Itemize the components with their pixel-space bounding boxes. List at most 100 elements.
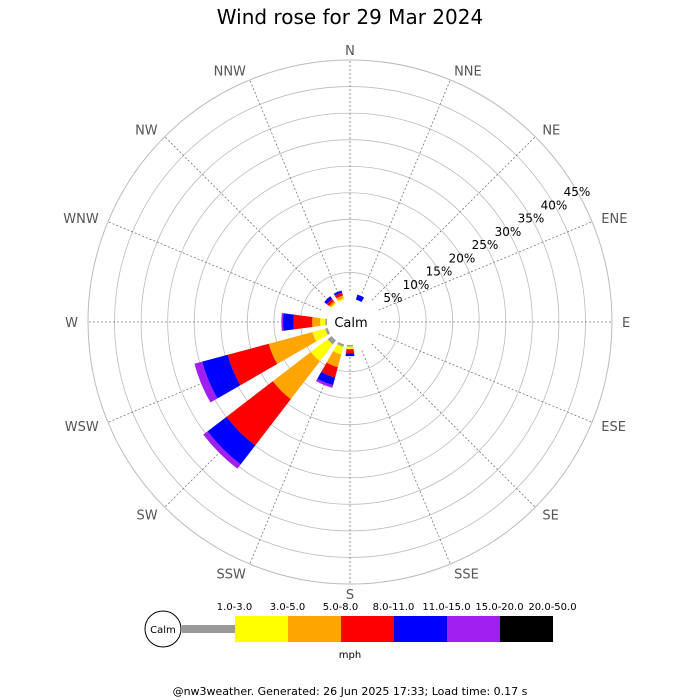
direction-label: NNW bbox=[214, 65, 246, 80]
wind-bar-segment bbox=[268, 332, 317, 365]
legend-label: 1.0-3.0 bbox=[217, 602, 252, 613]
radial-grid bbox=[87, 59, 613, 585]
wind-bar-segment bbox=[326, 351, 342, 368]
grid-spoke bbox=[371, 136, 536, 301]
wind-bar-segment bbox=[325, 318, 328, 326]
speed-legend: Calm mph 1.0-3.0 3.0-5.0 5.0-8.0 8.0-11.0 11… bbox=[144, 602, 577, 661]
legend-calm-label: Calm bbox=[150, 625, 176, 636]
grid-spoke bbox=[249, 79, 339, 294]
radial-tick-label: 35% bbox=[518, 212, 545, 226]
wind-bar-segment bbox=[227, 343, 278, 386]
legend-swatch bbox=[235, 616, 288, 642]
direction-label: SE bbox=[542, 508, 558, 523]
radial-tick-labels: 5%10%15%20%25%30%35%40%45% bbox=[383, 185, 590, 305]
radial-tick-label: 15% bbox=[426, 265, 453, 279]
radial-tick-label: 20% bbox=[449, 251, 476, 265]
wind-bar-segment bbox=[320, 318, 326, 326]
grid-spoke bbox=[164, 343, 329, 508]
radial-tick-label: 10% bbox=[403, 278, 430, 292]
wind-bar-segment bbox=[226, 381, 291, 446]
grid-spoke bbox=[378, 333, 593, 423]
wind-bar-segment bbox=[329, 301, 336, 308]
grid-circle bbox=[246, 218, 454, 426]
wind-bar-segment bbox=[293, 314, 313, 330]
direction-label: SSW bbox=[217, 567, 247, 582]
direction-labels: N NNE NE ENE E ESE SE SSE S SSW SW WSW W WNW NW NNW bbox=[63, 44, 630, 603]
wind-bar-segment bbox=[337, 341, 345, 347]
legend-label: 5.0-8.0 bbox=[323, 602, 358, 613]
grid-spoke bbox=[361, 79, 451, 294]
wind-bar-segment bbox=[272, 352, 320, 400]
grid-circle bbox=[167, 139, 533, 505]
wind-bar-segment bbox=[336, 295, 344, 301]
wind-bar-segment bbox=[194, 361, 218, 403]
wind-bar-segment bbox=[333, 290, 343, 296]
calm-center: Calm bbox=[327, 299, 373, 345]
grid-spoke bbox=[249, 350, 339, 565]
direction-label: NNE bbox=[454, 65, 482, 80]
wind-bar-segment bbox=[346, 344, 354, 347]
direction-label: S bbox=[346, 588, 354, 603]
wind-bar-segment bbox=[346, 346, 354, 350]
radial-tick-label: 40% bbox=[541, 198, 568, 212]
grid-spoke bbox=[378, 221, 593, 311]
wind-bar-segment bbox=[345, 353, 355, 357]
legend-swatch bbox=[447, 616, 500, 642]
wind-bar-segment bbox=[321, 362, 338, 378]
grid-spoke bbox=[107, 333, 322, 423]
legend-swatch bbox=[182, 625, 235, 633]
footer-text: @nw3weather. Generated: 26 Jun 2025 17:3… bbox=[172, 685, 528, 698]
wind-bar-segment bbox=[326, 298, 335, 307]
wind-bar-segment bbox=[202, 354, 241, 399]
direction-label: N bbox=[345, 44, 355, 59]
direction-label: WSW bbox=[65, 420, 99, 435]
direction-label: SW bbox=[137, 508, 158, 523]
grid-spoke bbox=[371, 343, 536, 508]
grid-circle bbox=[220, 192, 480, 452]
wind-bar-segment bbox=[325, 327, 331, 335]
radial-tick-label: 25% bbox=[472, 238, 499, 252]
legend-label: 15.0-20.0 bbox=[475, 602, 523, 613]
wind-bar-segment bbox=[330, 302, 336, 308]
wind-bar-segment bbox=[312, 328, 328, 342]
direction-label: ESE bbox=[601, 420, 626, 435]
chart-title: Wind rose for 29 Mar 2024 bbox=[216, 5, 484, 29]
legend-label: 8.0-11.0 bbox=[373, 602, 415, 613]
legend-swatch bbox=[500, 616, 553, 642]
grid-spoke bbox=[107, 221, 322, 311]
calm-label: Calm bbox=[334, 316, 367, 331]
direction-label: E bbox=[622, 316, 630, 331]
direction-label: WNW bbox=[63, 212, 99, 227]
direction-label: ENE bbox=[601, 212, 627, 227]
legend-swatch bbox=[341, 616, 394, 642]
radial-tick-label: 5% bbox=[383, 291, 402, 305]
wind-bar-segment bbox=[312, 317, 321, 327]
wind-bar-segment bbox=[315, 378, 334, 388]
wind-bar-segment bbox=[327, 336, 336, 345]
wind-bar-segment bbox=[281, 313, 284, 331]
direction-label: NE bbox=[542, 124, 560, 139]
wind-bar-segment bbox=[207, 416, 256, 465]
direction-label: SSE bbox=[454, 567, 479, 582]
radial-tick-label: 30% bbox=[495, 225, 522, 239]
wind-bar-segment bbox=[282, 313, 295, 331]
wind-bar-segment bbox=[317, 371, 336, 386]
wind-bar-segment bbox=[333, 344, 344, 355]
calm-circle bbox=[327, 299, 373, 345]
legend-swatch bbox=[288, 616, 341, 642]
grid-circle bbox=[87, 59, 613, 585]
legend-label: 3.0-5.0 bbox=[270, 602, 305, 613]
wind-bar-segment bbox=[324, 296, 333, 305]
grid-spoke bbox=[164, 136, 329, 301]
legend-swatch bbox=[394, 616, 447, 642]
wind-bar-segment bbox=[355, 294, 365, 303]
wind-bars bbox=[194, 290, 365, 469]
legend-label: 20.0-50.0 bbox=[528, 602, 576, 613]
wind-bar-segment bbox=[310, 339, 333, 362]
wind-bar-segment bbox=[337, 298, 345, 303]
legend-calm-circle bbox=[144, 610, 182, 648]
legend-units-label: mph bbox=[339, 650, 361, 661]
legend-label: 11.0-15.0 bbox=[422, 602, 470, 613]
direction-label: NW bbox=[135, 124, 158, 139]
